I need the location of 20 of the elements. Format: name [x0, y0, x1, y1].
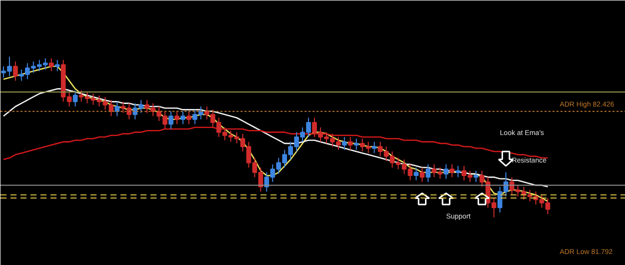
candlestick [180, 110, 186, 125]
candlestick [186, 110, 192, 125]
candlestick [168, 110, 174, 130]
candlestick [342, 136, 347, 150]
candlestick [348, 136, 353, 150]
candlestick [474, 170, 478, 182]
candlestick [54, 59, 60, 72]
candlestick [456, 165, 460, 178]
candlestick [420, 167, 425, 182]
candlestick [174, 110, 180, 125]
candlestick [354, 138, 359, 150]
candlestick [450, 164, 454, 178]
candlestick [444, 164, 448, 180]
candlestick [13, 61, 18, 82]
candlestick [414, 167, 419, 181]
candlestick [372, 141, 377, 154]
candlestick [114, 101, 120, 117]
candlestick [426, 164, 431, 182]
candlestick [48, 58, 54, 72]
candlestick [72, 90, 78, 107]
